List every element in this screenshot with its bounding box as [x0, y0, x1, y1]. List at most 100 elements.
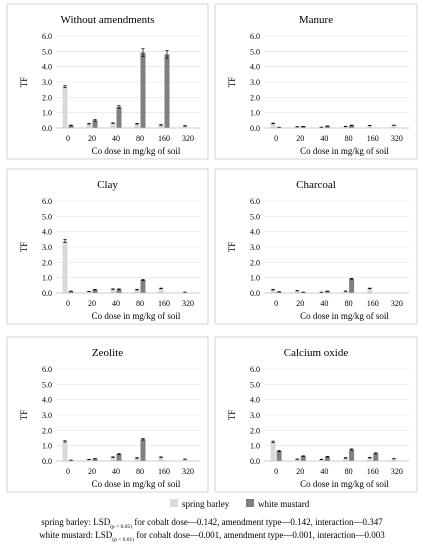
footnote-plant: spring barley	[41, 517, 89, 527]
panel-frame	[214, 168, 418, 325]
bar	[270, 289, 276, 293]
legend-swatch	[170, 499, 178, 507]
bar	[324, 291, 330, 293]
y-tick-label: 2.0	[42, 426, 52, 435]
bar	[294, 459, 300, 461]
chart-title: Manure	[299, 14, 333, 26]
y-axis-label: TF	[227, 410, 237, 421]
bar	[140, 279, 146, 293]
y-tick-label: 0.0	[250, 457, 260, 466]
x-tick-label: 20	[296, 299, 304, 308]
x-axis-label: Co dose in mg/kg of soil	[300, 311, 389, 321]
bar	[367, 125, 373, 128]
y-tick-label: 5.0	[250, 380, 260, 389]
x-tick-label: 160	[367, 134, 379, 143]
y-tick-label: 3.0	[250, 243, 260, 252]
footnote-spring-barley: spring barley: LSD(p < 0.05) for cobalt …	[41, 517, 383, 530]
bar	[182, 459, 188, 461]
panel-frame	[6, 3, 209, 160]
y-tick-label: 6.0	[250, 32, 260, 41]
footnote-lsd: LSD	[93, 517, 111, 527]
y-tick-label: 0.0	[250, 124, 260, 133]
y-tick-label: 3.0	[42, 243, 52, 252]
y-tick-label: 2.0	[42, 258, 52, 267]
y-tick-label: 3.0	[250, 78, 260, 87]
y-tick-label: 4.0	[250, 396, 260, 405]
y-tick-label: 4.0	[42, 63, 52, 72]
y-tick-label: 1.0	[42, 109, 52, 118]
x-axis-label: Co dose in mg/kg of soil	[92, 311, 181, 321]
chart-title: Charcoal	[296, 179, 336, 191]
y-tick-label: 1.0	[42, 442, 52, 451]
bar	[343, 457, 349, 461]
x-tick-label: 20	[88, 467, 96, 476]
bar	[349, 125, 355, 128]
bar	[343, 291, 349, 293]
x-tick-label: 80	[136, 299, 144, 308]
bar	[134, 457, 140, 461]
bar	[276, 451, 282, 461]
bar	[324, 456, 330, 461]
y-tick-label: 1.0	[250, 274, 260, 283]
x-tick-label: 320	[391, 467, 403, 476]
bar	[134, 289, 140, 293]
y-tick-label: 1.0	[250, 442, 260, 451]
x-tick-label: 40	[320, 467, 328, 476]
chart-title: Without amendments	[61, 14, 155, 26]
bar	[276, 291, 282, 293]
x-tick-label: 320	[182, 299, 194, 308]
bar	[158, 457, 164, 461]
y-tick-label: 6.0	[42, 365, 52, 374]
bar	[110, 123, 116, 128]
chart-title: Clay	[97, 179, 118, 191]
chart-title: Zeolite	[92, 347, 123, 359]
bar	[92, 289, 98, 293]
x-axis-label: Co dose in mg/kg of soil	[300, 146, 389, 156]
x-tick-label: 320	[391, 299, 403, 308]
x-axis-label: Co dose in mg/kg of soil	[92, 479, 181, 489]
y-tick-label: 4.0	[42, 228, 52, 237]
bar	[391, 125, 397, 128]
bar	[294, 290, 300, 293]
y-tick-label: 5.0	[42, 212, 52, 221]
bar	[116, 454, 122, 461]
bar	[62, 441, 68, 461]
x-tick-label: 40	[320, 299, 328, 308]
y-axis-label: TF	[227, 77, 237, 88]
y-tick-label: 3.0	[42, 78, 52, 87]
bar	[68, 125, 74, 128]
x-tick-label: 0	[66, 299, 70, 308]
panel-frame	[214, 336, 418, 493]
chart-title: Calcium oxide	[284, 347, 349, 359]
bar	[367, 457, 373, 461]
y-tick-label: 4.0	[42, 396, 52, 405]
footnote-white-mustard: white mustard: LSD(p < 0.01) for cobalt …	[39, 530, 385, 543]
bar	[140, 439, 146, 461]
x-tick-label: 40	[112, 467, 120, 476]
bar	[349, 449, 355, 461]
y-tick-label: 1.0	[250, 109, 260, 118]
bar	[92, 458, 98, 461]
bar	[349, 278, 355, 293]
x-tick-label: 80	[345, 299, 353, 308]
legend-label: spring barley	[182, 499, 230, 509]
footnote-values: for cobalt dose—0.001, amendment type—0.…	[134, 530, 385, 540]
bar	[116, 106, 122, 128]
legend-label: white mustard	[258, 499, 310, 509]
x-tick-label: 80	[136, 134, 144, 143]
y-tick-label: 5.0	[42, 380, 52, 389]
bar	[134, 123, 140, 128]
footnote-values: for cobalt dose—0.142, amendment type—0.…	[132, 517, 383, 527]
y-axis-label: TF	[19, 77, 29, 88]
bar	[324, 126, 330, 128]
bar	[92, 120, 98, 128]
bar	[62, 86, 68, 128]
x-tick-label: 80	[345, 467, 353, 476]
y-tick-label: 4.0	[250, 63, 260, 72]
x-tick-label: 160	[158, 299, 170, 308]
bar	[158, 288, 164, 293]
x-axis-label: Co dose in mg/kg of soil	[300, 479, 389, 489]
y-tick-label: 6.0	[250, 197, 260, 206]
bar	[367, 288, 373, 293]
x-tick-label: 80	[136, 467, 144, 476]
